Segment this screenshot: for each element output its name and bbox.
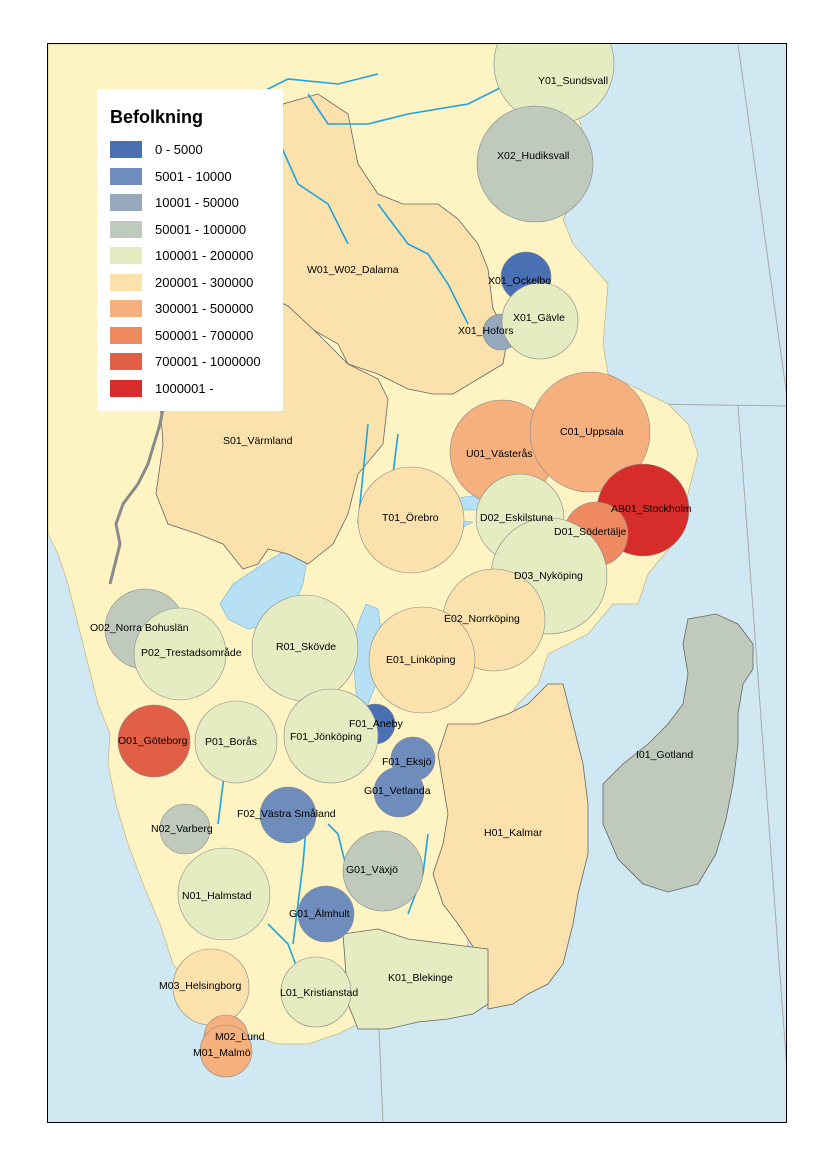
circle-label: X01_Hofors bbox=[458, 325, 513, 337]
map-frame: Y01_Sundsvall X02_Hudiksvall X01_Ockelbo X0… bbox=[47, 43, 787, 1123]
circle-label: M02_Lund bbox=[215, 1031, 265, 1043]
circle-label: O02_Norra Bohuslän bbox=[90, 622, 189, 634]
legend-swatch bbox=[110, 326, 142, 344]
circle-label: O01_Göteborg bbox=[118, 735, 188, 747]
circle-label: X02_Hudiksvall bbox=[497, 150, 569, 162]
legend-row: 0 - 5000 bbox=[110, 141, 203, 158]
region-circle[interactable] bbox=[297, 885, 355, 943]
legend-title: Befolkning bbox=[110, 107, 203, 127]
circle-label: AB01_Stockholm bbox=[611, 503, 692, 515]
region-circle[interactable] bbox=[117, 704, 191, 778]
legend-row: 5001 - 10000 bbox=[110, 167, 232, 185]
region-label: I01_Gotland bbox=[636, 749, 693, 761]
legend-row: 200001 - 300000 bbox=[110, 273, 254, 291]
region-circle[interactable] bbox=[159, 803, 211, 855]
circle-label: P02_Trestadsområde bbox=[141, 647, 242, 659]
legend-swatch bbox=[110, 141, 142, 158]
circle-label: N01_Halmstad bbox=[182, 890, 252, 902]
circle-label: G01_Älmhult bbox=[289, 908, 350, 920]
region-circle[interactable] bbox=[259, 786, 317, 844]
legend-row: 700001 - 1000000 bbox=[110, 353, 261, 370]
region-circle[interactable] bbox=[133, 607, 227, 701]
legend-swatch bbox=[110, 194, 142, 211]
circle-label: C01_Uppsala bbox=[560, 426, 624, 438]
region-circle[interactable] bbox=[177, 847, 271, 941]
region-circle[interactable] bbox=[342, 830, 424, 912]
legend-label: 10001 - 50000 bbox=[155, 195, 239, 210]
circle-label: R01_Skövde bbox=[276, 641, 336, 653]
legend: Befolkning 0 - 5000 5001 - 10000 10001 - 5… bbox=[97, 89, 283, 411]
map-canvas[interactable]: Y01_Sundsvall X02_Hudiksvall X01_Ockelbo X0… bbox=[48, 44, 787, 1123]
circle-label: G01_Växjö bbox=[346, 864, 398, 876]
region-label: K01_Blekinge bbox=[388, 972, 453, 984]
circle-label: E02_Norrköping bbox=[444, 613, 520, 625]
legend-row: 50001 - 100000 bbox=[110, 220, 247, 238]
region-circle[interactable] bbox=[280, 956, 352, 1028]
circle-label: X01_Gävle bbox=[513, 312, 565, 324]
region-gotland[interactable] bbox=[602, 613, 754, 893]
circle-label: N02_Varberg bbox=[151, 823, 213, 835]
legend-swatch bbox=[110, 167, 142, 185]
circle-label: F02_Västra Småland bbox=[237, 808, 336, 820]
circle-label: T01_Örebro bbox=[382, 512, 439, 524]
legend-label: 700001 - 1000000 bbox=[155, 354, 261, 369]
region-label: W01_W02_Dalarna bbox=[307, 264, 399, 276]
region-circle[interactable] bbox=[476, 105, 594, 223]
circle-label: D03_Nyköping bbox=[514, 570, 583, 582]
legend-label: 100001 - 200000 bbox=[155, 248, 254, 263]
circle-label: U01_Västerås bbox=[466, 448, 533, 460]
legend-swatch bbox=[110, 220, 142, 238]
circle-label: D02_Eskilstuna bbox=[480, 512, 553, 524]
circle-layer bbox=[104, 44, 690, 1078]
region-label: H01_Kalmar bbox=[484, 827, 543, 839]
circle-label: F01_Eksjö bbox=[382, 756, 432, 768]
region-circle[interactable] bbox=[373, 766, 425, 818]
legend-label: 300001 - 500000 bbox=[155, 301, 254, 316]
circle-label: P01_Borås bbox=[205, 736, 257, 748]
circle-label: X01_Ockelbo bbox=[488, 275, 551, 287]
legend-swatch bbox=[110, 379, 142, 397]
region-kalmar[interactable] bbox=[432, 683, 589, 1010]
circle-label: E01_Linköping bbox=[386, 654, 456, 666]
region-circle[interactable] bbox=[357, 466, 465, 574]
region-circle[interactable] bbox=[194, 700, 278, 784]
legend-swatch bbox=[110, 273, 142, 291]
legend-swatch bbox=[110, 247, 142, 264]
region-circle[interactable] bbox=[501, 282, 579, 360]
legend-swatch bbox=[110, 300, 142, 317]
circle-label: G01_Vetlanda bbox=[364, 785, 431, 797]
circle-label: F01_Aneby bbox=[349, 718, 403, 730]
legend-label: 50001 - 100000 bbox=[155, 221, 247, 237]
circle-label: L01_Kristianstad bbox=[280, 987, 358, 999]
circle-label: M01_Malmö bbox=[193, 1047, 251, 1059]
legend-row: 1000001 - bbox=[110, 379, 214, 397]
legend-label: 0 - 5000 bbox=[155, 142, 203, 157]
legend-label: 1000001 - bbox=[155, 380, 214, 396]
circle-label: D01_Södertälje bbox=[554, 526, 627, 538]
legend-row: 500001 - 700000 bbox=[110, 326, 254, 344]
region-circle[interactable] bbox=[368, 606, 476, 714]
circle-label: F01_Jönköping bbox=[290, 731, 362, 743]
region-circle[interactable] bbox=[283, 688, 379, 784]
legend-label: 5001 - 10000 bbox=[155, 168, 232, 184]
legend-label: 200001 - 300000 bbox=[155, 274, 254, 290]
circle-label: Y01_Sundsvall bbox=[538, 75, 608, 87]
region-circle[interactable] bbox=[199, 1024, 253, 1078]
label-layer: Y01_Sundsvall X02_Hudiksvall X01_Ockelbo X0… bbox=[90, 75, 693, 1059]
legend-row: 100001 - 200000 bbox=[110, 247, 253, 264]
region-blekinge[interactable] bbox=[342, 928, 489, 1030]
legend-swatch bbox=[110, 353, 142, 370]
legend-label: 500001 - 700000 bbox=[155, 327, 254, 343]
region-label: S01_Värmland bbox=[223, 435, 293, 447]
legend-row: 300001 - 500000 bbox=[110, 300, 253, 317]
region-circle[interactable] bbox=[529, 371, 651, 493]
circle-label: M03_Helsingborg bbox=[159, 980, 241, 992]
legend-row: 10001 - 50000 bbox=[110, 194, 239, 211]
